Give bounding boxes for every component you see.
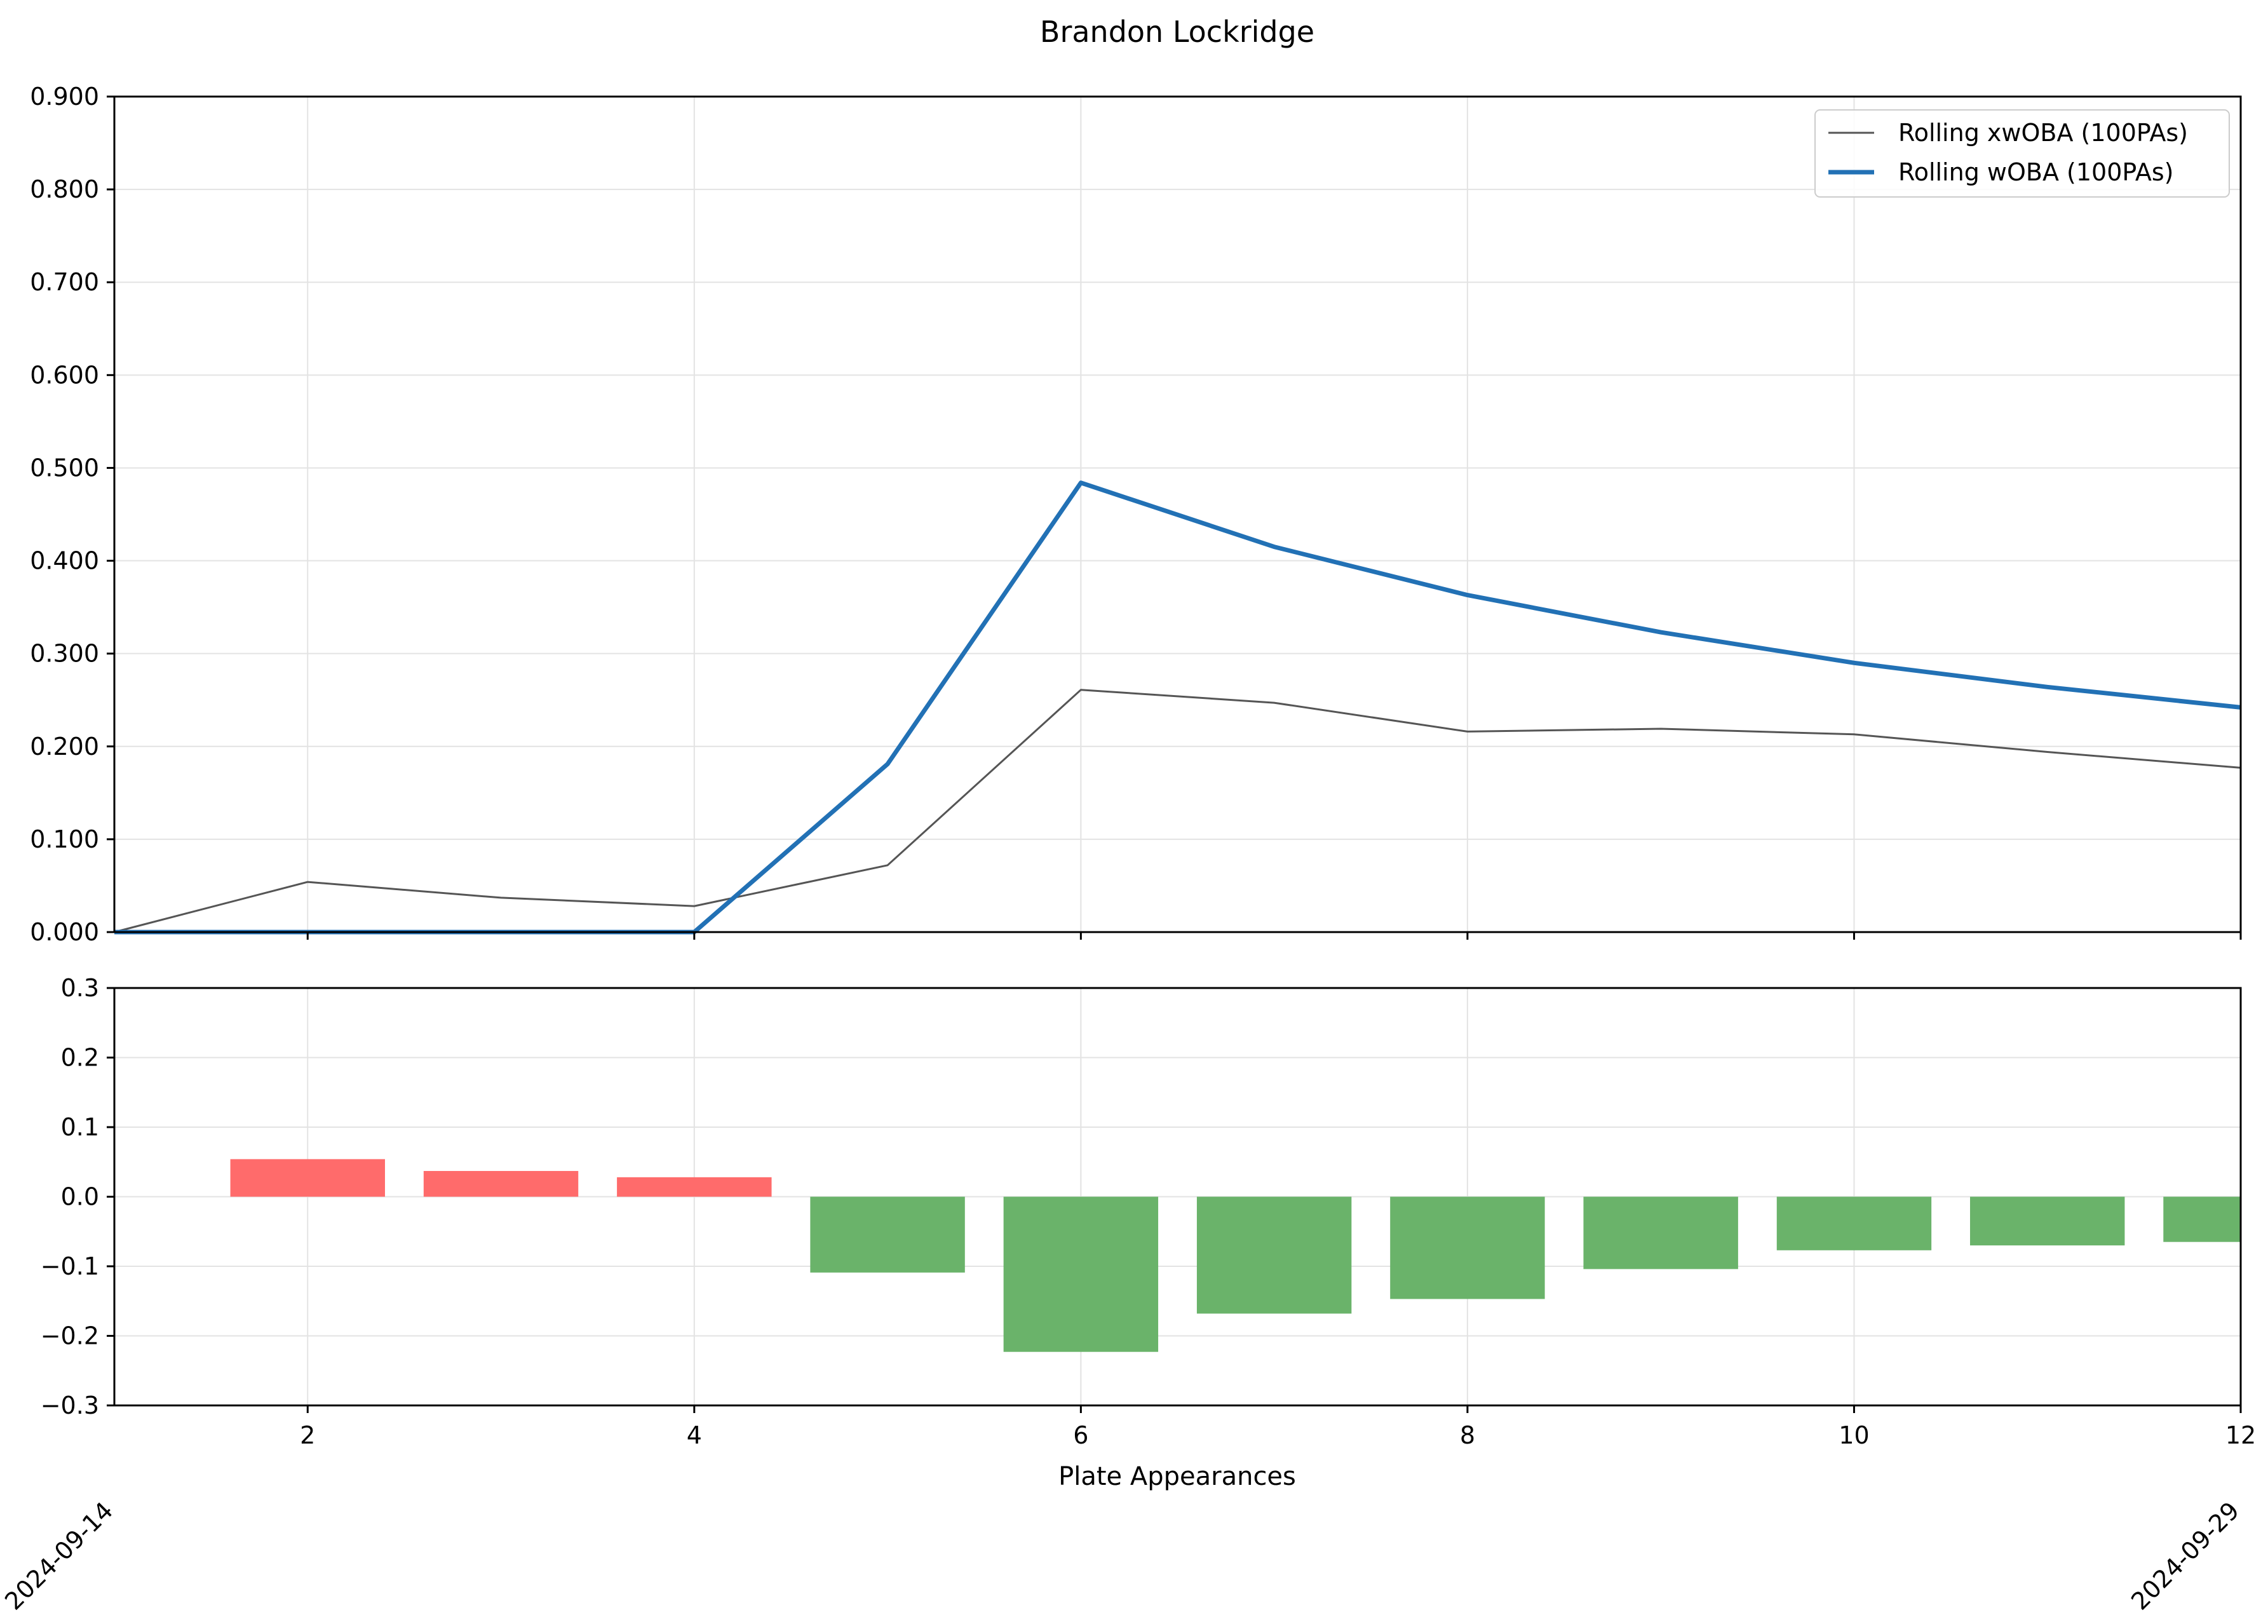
- date-label: 2024-09-29: [2126, 1496, 2244, 1615]
- top-y-tick-label: 0.900: [30, 83, 99, 111]
- bottom-y-tick-label: −0.1: [41, 1252, 99, 1280]
- bottom-y-tick-label: 0.0: [61, 1183, 99, 1211]
- diff-bar: [1583, 1196, 1738, 1269]
- diff-bar: [1390, 1196, 1545, 1299]
- top-y-tick-label: 0.800: [30, 175, 99, 203]
- series-line-woba: [114, 480, 2241, 935]
- date-labels: 2024-09-14 2024-09-29: [0, 1496, 2244, 1615]
- legend: Rolling xwOBA (100PAs) Rolling wOBA (100P…: [1814, 109, 2230, 198]
- diff-bar: [1776, 1196, 1932, 1250]
- bottom-x-tick-label: 6: [1073, 1421, 1088, 1449]
- bottom-x-tick-label: 2: [300, 1421, 315, 1449]
- top-y-tick-label: 0.100: [30, 825, 99, 853]
- legend-label: Rolling wOBA (100PAs): [1898, 158, 2174, 186]
- top-y-tick-label: 0.600: [30, 361, 99, 389]
- top-plot: 0.000 0.100 0.200 0.300 0.400 0.500 0.600 0.700…: [30, 83, 2242, 946]
- bars: [230, 1159, 2241, 1352]
- bottom-x-tick-label: 4: [687, 1421, 702, 1449]
- chart-title: Brandon Lockridge: [1040, 15, 1314, 49]
- top-y-tick-label: 0.200: [30, 733, 99, 761]
- top-plot-frame: [113, 95, 2242, 933]
- diff-bar: [810, 1196, 965, 1273]
- bottom-y-tick-label: −0.3: [41, 1391, 99, 1419]
- x-axis-label: Plate Appearances: [1058, 1462, 1296, 1491]
- diff-bar: [230, 1159, 385, 1197]
- legend-box: [1814, 109, 2230, 198]
- legend-label: Rolling xwOBA (100PAs): [1898, 119, 2188, 147]
- diff-bar: [1003, 1196, 1159, 1352]
- diff-bar: [1970, 1196, 2125, 1246]
- bottom-plot: −0.3 −0.2 −0.1 0.0 0.1 0.2 0.3 2 4 6 8 10 12: [41, 974, 2256, 1449]
- date-label: 2024-09-14: [0, 1496, 118, 1615]
- diff-bar: [2163, 1196, 2241, 1242]
- series-line-xwoba: [114, 689, 2241, 933]
- bottom-y-tick-label: 0.1: [61, 1113, 99, 1141]
- top-y-tick-label: 0.300: [30, 640, 99, 668]
- bottom-y-tick-label: 0.3: [61, 974, 99, 1002]
- bottom-x-tick-label: 8: [1460, 1421, 1475, 1449]
- bottom-x-tick-label: 10: [1839, 1421, 1869, 1449]
- top-y-tick-label: 0.400: [30, 547, 99, 575]
- top-y-tick-label: 0.500: [30, 454, 99, 482]
- bottom-y-tick-label: −0.2: [41, 1322, 99, 1350]
- bottom-x-tick-label: 12: [2225, 1421, 2256, 1449]
- diff-bar: [423, 1170, 579, 1197]
- diff-bar: [1196, 1196, 1352, 1314]
- diff-bar: [617, 1177, 772, 1197]
- top-y-tick-label: 0.000: [30, 918, 99, 946]
- top-y-tick-label: 0.700: [30, 268, 99, 296]
- bottom-y-tick-label: 0.2: [61, 1044, 99, 1072]
